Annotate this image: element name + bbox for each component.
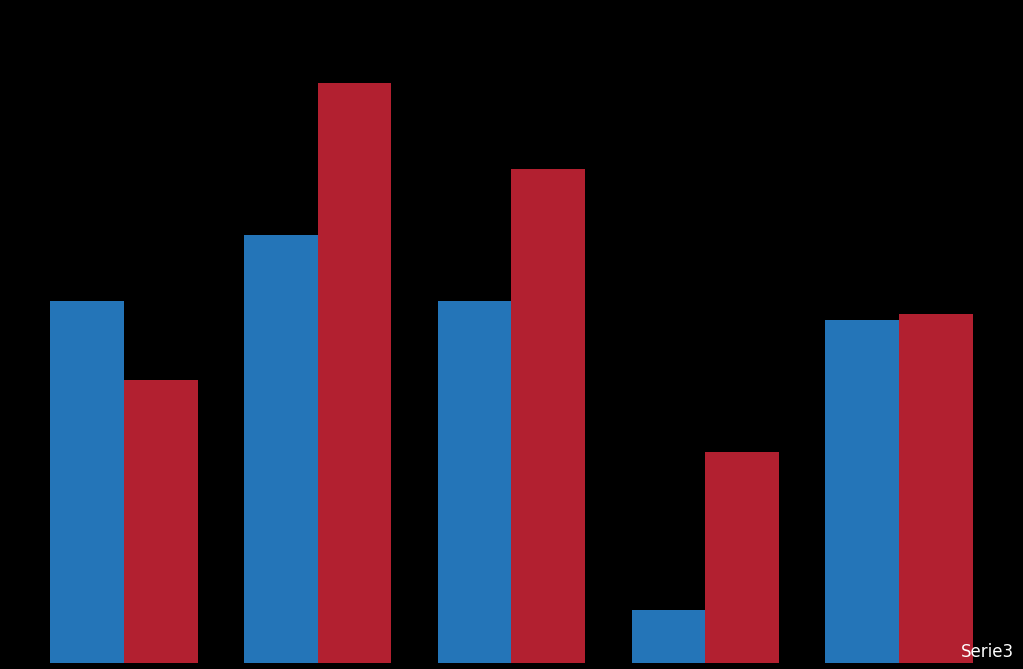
Legend: , , Serie3: , , Serie3 xyxy=(873,636,1021,668)
Bar xyxy=(318,83,392,663)
Bar xyxy=(244,235,318,663)
Bar xyxy=(826,320,899,663)
Bar xyxy=(899,314,973,663)
Bar xyxy=(705,452,779,663)
Bar xyxy=(512,169,585,663)
Bar xyxy=(438,300,512,663)
Bar xyxy=(124,379,197,663)
Bar xyxy=(50,300,124,663)
Bar xyxy=(631,610,705,663)
